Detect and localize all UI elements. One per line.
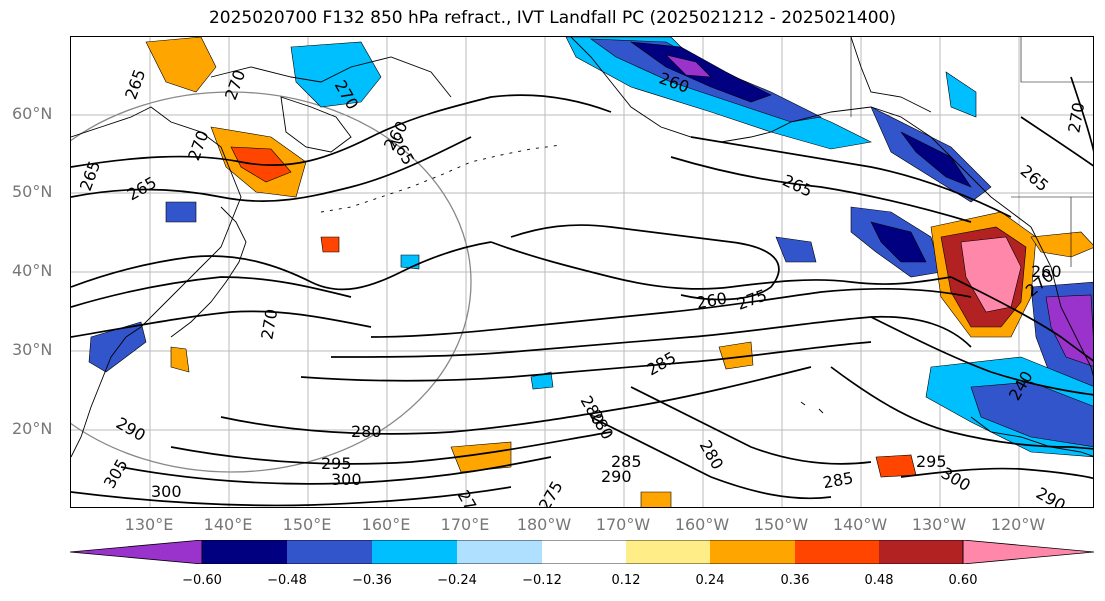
contour-label: 270 (257, 308, 281, 341)
contour-label: 275 (734, 285, 769, 313)
contour-label: 290 (113, 413, 149, 445)
colorbar-tick: −0.36 (352, 573, 392, 588)
contour-label: 270 (221, 67, 249, 102)
contour-label: 270 (1064, 101, 1088, 134)
contour-label: 300 (151, 482, 182, 501)
contour-label: 285 (821, 468, 854, 492)
lon-label-140w: 140°W (832, 515, 888, 534)
graticule (71, 37, 1093, 507)
lat-label-20n: 20°N (12, 419, 53, 438)
colorbar-tick: −0.60 (182, 573, 222, 588)
map-panel: 265 270 265 270 270 265 260 265 270 265 … (70, 36, 1094, 508)
colorbar-bin (626, 540, 710, 564)
colorbar-tick: −0.48 (267, 573, 307, 588)
lon-label-170e: 170°E (440, 515, 490, 534)
colorbar-tick: 0.36 (780, 573, 810, 588)
contour-label: 270 (454, 487, 486, 508)
contour-label: 305 (100, 456, 132, 492)
lon-label-180w: 180°W (516, 515, 572, 534)
contour-label: 290 (1033, 483, 1069, 508)
lon-label-140e: 140°E (203, 515, 253, 534)
contour-label: 280 (351, 422, 382, 441)
lon-label-170w: 170°W (595, 515, 651, 534)
colorbar-bin (795, 540, 879, 564)
colorbar-max-extend (962, 539, 1095, 565)
colorbar-tick: 0.24 (695, 573, 725, 588)
lon-label-130w: 130°W (911, 515, 967, 534)
plot-title: 2025020700 F132 850 hPa refract., IVT La… (208, 8, 896, 28)
lon-label-150e: 150°E (282, 515, 332, 534)
lon-label-130e: 130°E (124, 515, 174, 534)
colorbar-bin (457, 540, 542, 564)
colorbar-tick: 0.12 (611, 573, 641, 588)
contour-label: 265 (1017, 161, 1053, 195)
colorbar-bin (542, 540, 626, 564)
colorbar-bin (710, 540, 795, 564)
contour-label: 265 (780, 171, 816, 201)
colorbar-bin (879, 540, 963, 564)
contour-label: 290 (601, 467, 632, 486)
lat-label-30n: 30°N (12, 340, 53, 359)
contour-label: 295 (916, 452, 947, 471)
colorbar-tick: −0.24 (437, 573, 477, 588)
colorbar-tick: 0.60 (948, 573, 978, 588)
contour-label: 300 (331, 470, 362, 489)
map-canvas: 265 270 265 270 270 265 260 265 270 265 … (71, 37, 1093, 508)
colorbar-bin (372, 540, 457, 564)
colorbar-tick: 0.48 (864, 573, 894, 588)
lon-label-160w: 160°W (674, 515, 730, 534)
lat-label-60n: 60°N (12, 104, 53, 123)
contour-label: 275 (535, 478, 567, 508)
contour-label: 260 (695, 289, 728, 313)
lon-label-160e: 160°E (361, 515, 411, 534)
colorbar-min-extend (69, 539, 203, 565)
lon-label-120w: 120°W (990, 515, 1046, 534)
borders (850, 37, 1093, 267)
contour-label: 265 (124, 173, 160, 205)
colorbar-bin (287, 540, 372, 564)
colorbar (69, 539, 1095, 568)
contour-label: 295 (321, 454, 352, 473)
refractivity-contours (71, 76, 1093, 507)
colorbar-svg (69, 539, 1095, 565)
contour-label: 285 (611, 452, 642, 471)
contour-label: 285 (643, 348, 679, 380)
contour-label: 260 (1031, 262, 1062, 281)
colorbar-bin (202, 540, 287, 564)
contour-label: 280 (696, 437, 728, 473)
region-circle (71, 91, 472, 473)
contour-label: 265 (121, 67, 149, 102)
colorbar-tick: −0.12 (522, 573, 562, 588)
lat-label-40n: 40°N (12, 261, 53, 280)
lon-label-150w: 150°W (753, 515, 809, 534)
contour-label: 265 (76, 158, 104, 193)
lat-label-50n: 50°N (12, 182, 53, 201)
